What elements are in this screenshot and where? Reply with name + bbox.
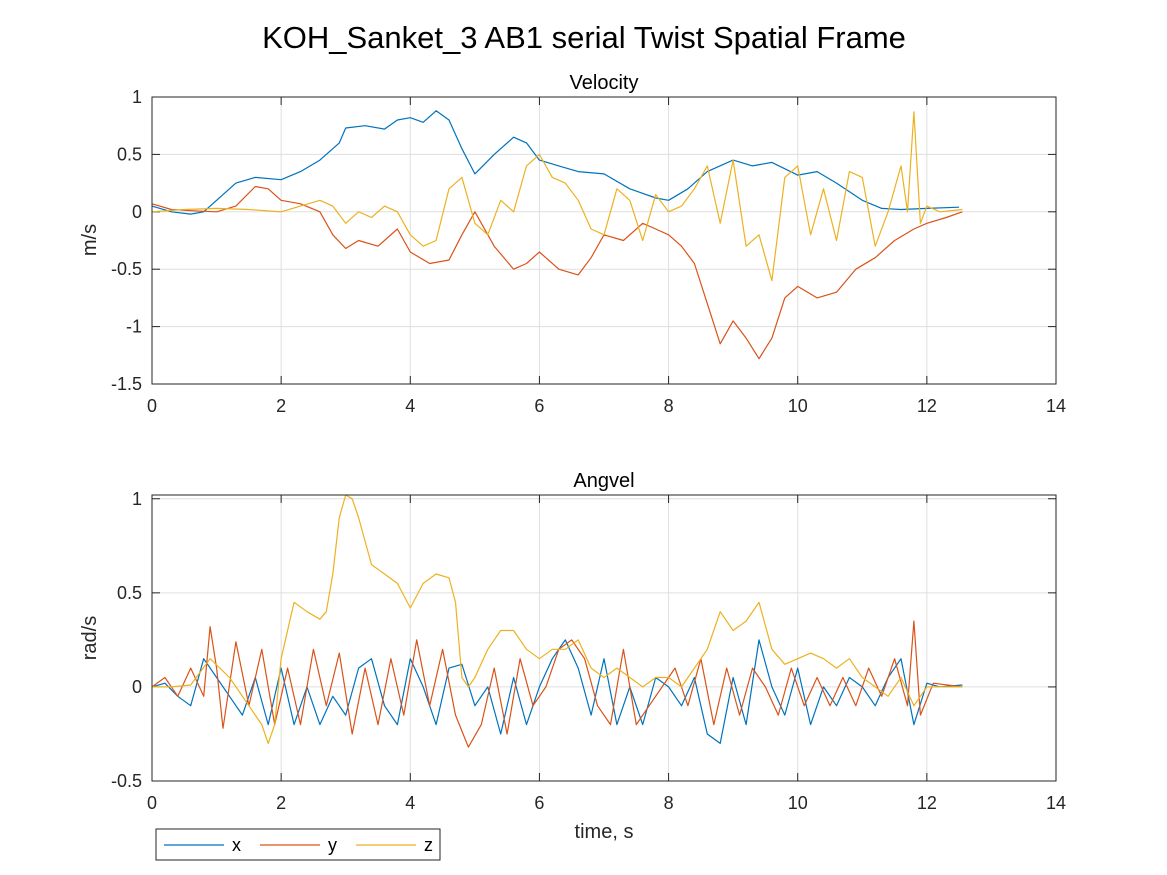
angvel-axes: Angvel rad/s time, s 0 2 4 6 8 10 12 14-0.500.5…	[79, 470, 1066, 843]
legend-label-x: x	[232, 835, 241, 855]
velocity-ylabel: m/s	[79, 224, 101, 256]
velocity-ytick-label: -1.5	[111, 374, 142, 394]
angvel-ytick-label: 0	[132, 677, 142, 697]
velocity-axes: Velocity m/s 0 2 4 6 8 10 12 14 -1.5 -1 -0.5 0 0.5 1	[79, 72, 1066, 416]
angvel-xtick-label: 0	[147, 793, 157, 813]
velocity-ytick-label: -0.5	[111, 259, 142, 279]
legend-label-y: y	[328, 835, 337, 855]
velocity-series-y-line	[151, 185, 963, 360]
velocity-ticks: 0 2 4 6 8 10 12 14 -1.5 -1 -0.5 0 0.5 1	[111, 87, 1066, 416]
angvel-ytick-label: 0.5	[117, 583, 142, 603]
velocity-ytick-label: 0.5	[117, 144, 142, 164]
angvel-xlabel: time, s	[575, 821, 634, 843]
angvel-series-x-line	[151, 639, 963, 744]
velocity-series-x-line	[151, 110, 960, 215]
legend-label-z: z	[424, 835, 433, 855]
angvel-xtick-label: 6	[534, 793, 544, 813]
angvel-ytick-label: 1	[132, 489, 142, 509]
velocity-xtick-label: 6	[534, 396, 544, 416]
angvel-axes-box	[151, 494, 1057, 782]
velocity-ytick-label: 0	[132, 202, 142, 222]
velocity-series-z-line	[151, 111, 963, 282]
velocity-xtick-label: 12	[917, 396, 937, 416]
angvel-title: Angvel	[573, 470, 634, 492]
velocity-xtick-label: 2	[276, 396, 286, 416]
angvel-ylabel: rad/s	[79, 616, 101, 660]
velocity-xtick-label: 10	[788, 396, 808, 416]
angvel-xtick-label: 14	[1046, 793, 1066, 813]
velocity-xtick-label: 8	[664, 396, 674, 416]
velocity-xtick-label: 14	[1046, 396, 1066, 416]
angvel-xtick-label: 8	[664, 793, 674, 813]
angvel-xtick-label: 12	[917, 793, 937, 813]
velocity-xtick-label: 0	[147, 396, 157, 416]
velocity-xtick-label: 4	[405, 396, 415, 416]
angvel-ytick-label: -0.5	[111, 771, 142, 791]
velocity-ytick-label: 1	[132, 87, 142, 107]
velocity-title: Velocity	[570, 72, 639, 94]
velocity-ytick-label: -1	[126, 317, 142, 337]
figure-title: KOH_Sanket_3 AB1 serial Twist Spatial Fr…	[262, 20, 906, 55]
velocity-axes-box	[151, 96, 1057, 385]
angvel-ticks: 0 2 4 6 8 10 12 14-0.500.51	[111, 489, 1066, 813]
angvel-series	[151, 494, 963, 748]
angvel-xtick-label: 10	[788, 793, 808, 813]
legend: x y z	[155, 828, 441, 861]
angvel-series-z-line	[152, 494, 963, 744]
velocity-series	[151, 110, 963, 360]
angvel-xtick-label: 2	[276, 793, 286, 813]
angvel-series-y-line	[151, 620, 963, 748]
angvel-xtick-label: 4	[405, 793, 415, 813]
